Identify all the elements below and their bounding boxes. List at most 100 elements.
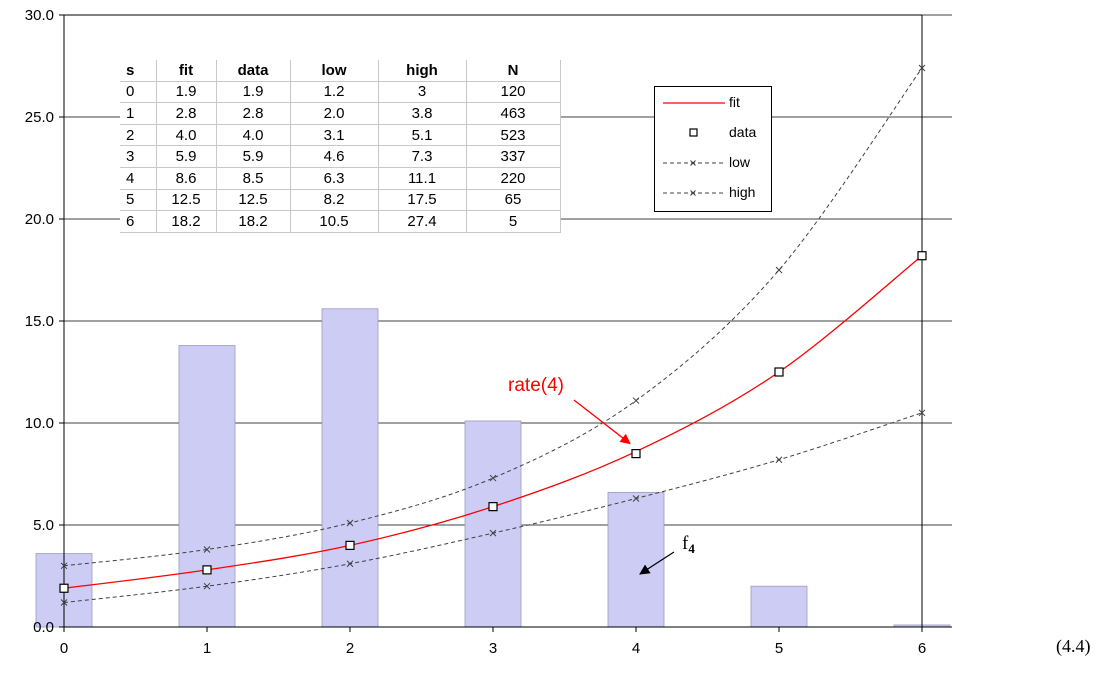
bar-1 <box>178 345 236 628</box>
marker-high-2 <box>346 519 354 527</box>
x-tick-label-3: 3 <box>489 640 497 657</box>
table-cell: 3 <box>378 81 467 104</box>
table-cell: 4.0 <box>216 124 291 147</box>
y-tick-label-6: 30.0 <box>25 7 54 24</box>
table-cell: 5 <box>466 210 561 233</box>
marker-low-2 <box>346 560 354 568</box>
table-cell: 1.9 <box>216 81 291 104</box>
marker-high-1 <box>203 546 211 553</box>
table-cell: 5.1 <box>378 124 467 147</box>
legend-label-low: low <box>729 154 751 170</box>
table-cell: 0 <box>120 81 157 104</box>
x-tick-label-4: 4 <box>632 640 640 657</box>
legend-label-data: data <box>729 124 757 140</box>
line-high <box>63 67 923 567</box>
marker-low-0 <box>60 599 68 606</box>
y-tick-label-5: 25.0 <box>25 109 54 126</box>
table-row: 1 2.8 2.8 2.0 3.8 463 <box>120 102 561 125</box>
marker-high-0 <box>60 562 68 570</box>
table-cell: 10.5 <box>290 210 379 233</box>
table-cell: 18.2 <box>156 210 217 233</box>
table-cell: 12.5 <box>156 189 217 212</box>
table-cell: 3 <box>120 145 157 168</box>
table-cell: 7.3 <box>378 145 467 168</box>
legend-item-data: data <box>661 123 771 143</box>
table-body: 0 1.9 1.9 1.2 3 120 1 2.8 2.8 2.0 3.8 463 2 4.0 4.0 3.1… <box>120 81 561 233</box>
table-cell: 18.2 <box>216 210 291 233</box>
table-row: 6 18.2 18.2 10.5 27.4 5 <box>120 210 561 233</box>
x-tick-label-1: 1 <box>203 640 211 657</box>
x-tick-label-0: 0 <box>60 640 68 657</box>
marker-data-0 <box>59 583 69 593</box>
table-row: 0 1.9 1.9 1.2 3 120 <box>120 81 561 104</box>
table-cell: 8.6 <box>156 167 217 190</box>
table-cell: 5.9 <box>156 145 217 168</box>
table-cell: 6 <box>120 210 157 233</box>
marker-data-2 <box>345 540 355 551</box>
table-cell: 6.3 <box>290 167 379 190</box>
table-cell: 2.8 <box>216 102 291 125</box>
marker-low-1 <box>203 582 211 590</box>
legend-item-fit: fit <box>661 93 771 113</box>
table-row: 4 8.6 8.5 6.3 11.1 220 <box>120 167 561 190</box>
marker-data-5 <box>774 367 784 377</box>
bar-3 <box>464 420 522 628</box>
y-tick-label-1: 5.0 <box>33 517 54 534</box>
y-tick-label-2: 10.0 <box>25 415 54 432</box>
table-cell: 463 <box>466 102 561 125</box>
table-cell: 65 <box>466 189 561 212</box>
table-cell: 4.6 <box>290 145 379 168</box>
bar-5 <box>750 585 808 628</box>
marker-data-3 <box>488 502 498 512</box>
legend-label-high: high <box>729 184 756 200</box>
table-row: 2 4.0 4.0 3.1 5.1 523 <box>120 124 561 147</box>
table-cell: 2.8 <box>156 102 217 125</box>
table-row: 3 5.9 5.9 4.6 7.3 337 <box>120 145 561 168</box>
legend-label-fit: fit <box>729 94 740 110</box>
y-tick-label-0: 0.0 <box>33 619 54 636</box>
bar-4 <box>607 491 665 628</box>
table-cell: 27.4 <box>378 210 467 233</box>
y-tick-label-3: 15.0 <box>25 313 54 330</box>
marker-low-6 <box>918 409 926 417</box>
table-row: 5 12.5 12.5 8.2 17.5 65 <box>120 189 561 212</box>
annotation-f4: f4 <box>682 533 695 556</box>
table-cell: 1 <box>120 102 157 125</box>
legend-item-high: high <box>661 183 771 203</box>
table-header-data: data <box>216 60 291 82</box>
table-cell: 2.0 <box>290 102 379 125</box>
axes <box>59 14 952 632</box>
equation-number: (4.4) <box>1056 636 1091 656</box>
annotation-rate-arrow <box>573 399 631 445</box>
marker-data-6 <box>917 251 927 261</box>
marker-high-5 <box>775 266 783 274</box>
table-header-N: N <box>466 60 561 82</box>
legend: fit data low high <box>654 86 772 212</box>
x-tick-label-6: 6 <box>918 640 926 657</box>
annotation-rate: rate(4) <box>508 375 564 396</box>
table-cell: 17.5 <box>378 189 467 212</box>
table-cell: 3.8 <box>378 102 467 125</box>
table-cell: 4.0 <box>156 124 217 147</box>
table-header-high: high <box>378 60 467 82</box>
table-cell: 3.1 <box>290 124 379 147</box>
marker-high-4 <box>632 397 640 404</box>
table-cell: 523 <box>466 124 561 147</box>
tick-labels: 0.05.010.015.020.025.030.00 1 2 3 4 5 6 <box>25 7 926 657</box>
x-tick-label-2: 2 <box>346 640 354 657</box>
series-markers <box>59 64 927 606</box>
table-cell: 8.5 <box>216 167 291 190</box>
table-header-s: s <box>120 60 157 82</box>
marker-low-3 <box>489 529 497 537</box>
table-cell: 120 <box>466 81 561 104</box>
table-header-fit: fit <box>156 60 217 82</box>
table-header-row: s fit data low high N <box>120 60 561 82</box>
marker-low-4 <box>632 495 640 502</box>
table-cell: 8.2 <box>290 189 379 212</box>
table-cell: 1.9 <box>156 81 217 104</box>
marker-data-1 <box>202 565 212 575</box>
table-cell: 11.1 <box>378 167 467 190</box>
table-cell: 2 <box>120 124 157 147</box>
x-tick-label-5: 5 <box>775 640 783 657</box>
